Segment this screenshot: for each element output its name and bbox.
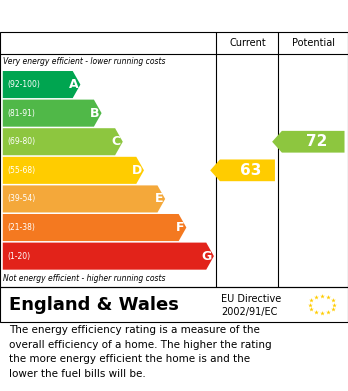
Text: 63: 63	[240, 163, 262, 178]
Text: Energy Efficiency Rating: Energy Efficiency Rating	[10, 9, 220, 24]
Polygon shape	[3, 185, 165, 212]
Text: Potential: Potential	[292, 38, 335, 48]
Text: Not energy efficient - higher running costs: Not energy efficient - higher running co…	[3, 274, 165, 283]
Text: B: B	[90, 107, 100, 120]
Text: EU Directive: EU Directive	[221, 294, 281, 303]
Text: (69-80): (69-80)	[7, 137, 35, 146]
Polygon shape	[3, 71, 80, 98]
Text: Very energy efficient - lower running costs: Very energy efficient - lower running co…	[3, 57, 165, 66]
Text: (21-38): (21-38)	[7, 223, 35, 232]
Text: (1-20): (1-20)	[7, 252, 30, 261]
Text: Current: Current	[229, 38, 266, 48]
Text: (81-91): (81-91)	[7, 109, 35, 118]
Text: England & Wales: England & Wales	[9, 296, 179, 314]
Text: G: G	[201, 249, 212, 263]
Polygon shape	[272, 131, 345, 152]
Polygon shape	[3, 157, 144, 184]
Text: 72: 72	[306, 134, 327, 149]
Text: D: D	[132, 164, 142, 177]
Polygon shape	[3, 128, 123, 155]
Polygon shape	[210, 160, 275, 181]
Polygon shape	[3, 242, 214, 270]
Text: E: E	[155, 192, 163, 205]
Text: A: A	[69, 78, 78, 91]
Text: (39-54): (39-54)	[7, 194, 35, 203]
Text: 2002/91/EC: 2002/91/EC	[221, 307, 277, 317]
Text: (55-68): (55-68)	[7, 166, 35, 175]
Text: (92-100): (92-100)	[7, 80, 40, 89]
Text: F: F	[176, 221, 184, 234]
Polygon shape	[3, 100, 102, 127]
Text: C: C	[112, 135, 121, 148]
Text: The energy efficiency rating is a measure of the
overall efficiency of a home. T: The energy efficiency rating is a measur…	[9, 325, 271, 378]
Polygon shape	[3, 214, 186, 241]
